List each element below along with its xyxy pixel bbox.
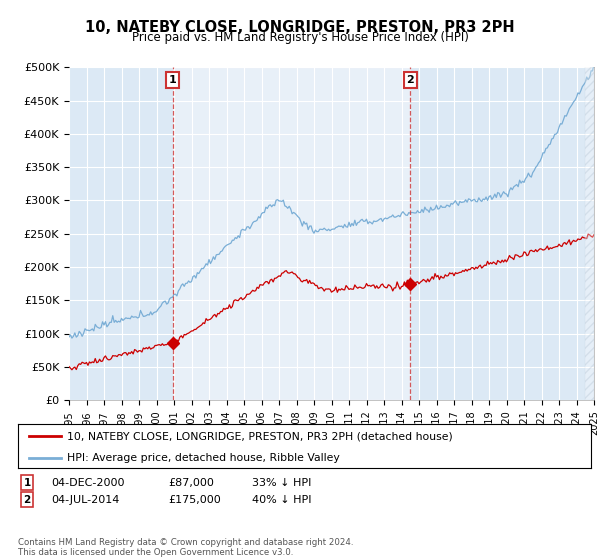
Text: HPI: Average price, detached house, Ribble Valley: HPI: Average price, detached house, Ribb… xyxy=(67,453,340,463)
Text: 1: 1 xyxy=(169,75,176,85)
Text: 33% ↓ HPI: 33% ↓ HPI xyxy=(252,478,311,488)
Bar xyxy=(585,67,594,400)
Text: 10, NATEBY CLOSE, LONGRIDGE, PRESTON, PR3 2PH: 10, NATEBY CLOSE, LONGRIDGE, PRESTON, PR… xyxy=(85,20,515,35)
Text: 40% ↓ HPI: 40% ↓ HPI xyxy=(252,494,311,505)
Text: 2: 2 xyxy=(23,494,31,505)
Text: 1: 1 xyxy=(23,478,31,488)
Text: £87,000: £87,000 xyxy=(168,478,214,488)
Text: 04-JUL-2014: 04-JUL-2014 xyxy=(51,494,119,505)
Text: 10, NATEBY CLOSE, LONGRIDGE, PRESTON, PR3 2PH (detached house): 10, NATEBY CLOSE, LONGRIDGE, PRESTON, PR… xyxy=(67,431,452,441)
Text: £175,000: £175,000 xyxy=(168,494,221,505)
Text: 2: 2 xyxy=(406,75,414,85)
Text: 04-DEC-2000: 04-DEC-2000 xyxy=(51,478,125,488)
Text: Price paid vs. HM Land Registry's House Price Index (HPI): Price paid vs. HM Land Registry's House … xyxy=(131,31,469,44)
Bar xyxy=(173,67,410,400)
Text: Contains HM Land Registry data © Crown copyright and database right 2024.
This d: Contains HM Land Registry data © Crown c… xyxy=(18,538,353,557)
